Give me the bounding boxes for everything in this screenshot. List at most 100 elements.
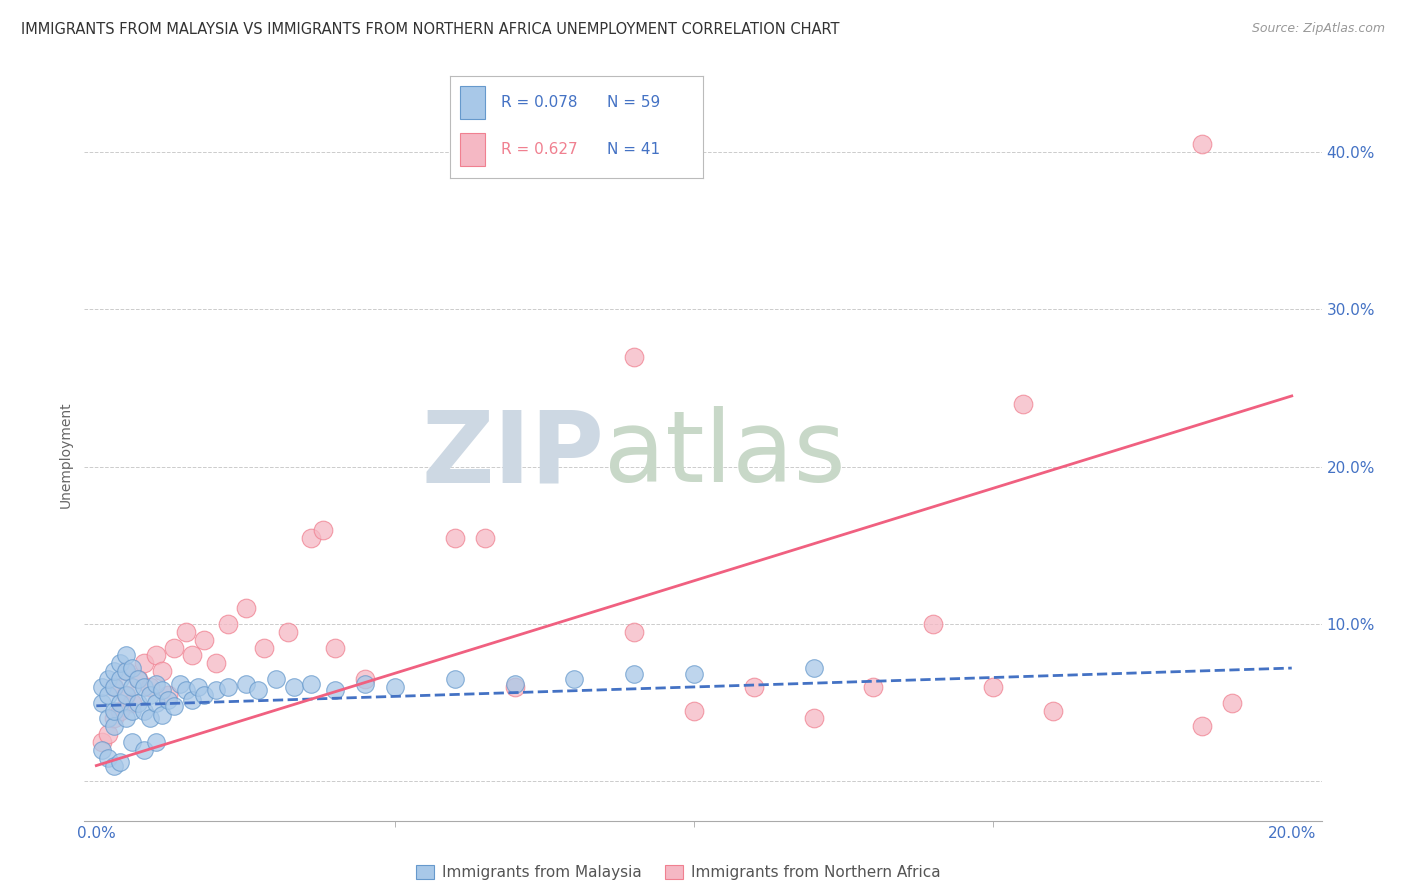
Point: [253, 640, 276, 655]
Point: [922, 617, 945, 632]
Point: [103, 719, 125, 733]
Point: [163, 698, 186, 713]
Point: [91, 696, 114, 710]
Point: [354, 672, 377, 686]
Point: [103, 758, 125, 772]
Point: [145, 677, 167, 691]
Point: [325, 683, 347, 698]
Point: [1191, 719, 1213, 733]
Text: atlas: atlas: [605, 407, 845, 503]
Point: [235, 601, 257, 615]
Point: [246, 683, 269, 698]
Point: [803, 661, 825, 675]
Point: [127, 696, 149, 710]
Point: [803, 711, 825, 725]
Point: [564, 672, 586, 686]
Point: [503, 680, 526, 694]
Point: [205, 683, 228, 698]
Point: [312, 523, 335, 537]
Point: [150, 683, 173, 698]
Point: [97, 727, 120, 741]
Text: R = 0.627: R = 0.627: [501, 142, 576, 157]
Point: [150, 664, 173, 678]
Point: [623, 667, 645, 681]
Point: [110, 696, 132, 710]
Point: [683, 704, 706, 718]
Point: [1042, 704, 1064, 718]
Point: [110, 704, 132, 718]
Point: [193, 632, 215, 647]
Point: [103, 680, 125, 694]
Point: [103, 680, 125, 694]
Text: N = 41: N = 41: [607, 142, 659, 157]
Point: [1191, 137, 1213, 152]
Point: [742, 680, 765, 694]
Point: [205, 657, 228, 671]
Point: [444, 672, 467, 686]
Point: [354, 677, 377, 691]
Point: [121, 704, 143, 718]
Point: [110, 756, 132, 770]
Point: [115, 688, 138, 702]
Point: [139, 711, 162, 725]
Point: [1011, 397, 1033, 411]
Point: [127, 672, 149, 686]
Point: [157, 692, 180, 706]
Point: [187, 680, 209, 694]
Point: [683, 667, 706, 681]
Point: [623, 350, 645, 364]
FancyBboxPatch shape: [460, 87, 485, 119]
Point: [181, 692, 204, 706]
Legend: Immigrants from Malaysia, Immigrants from Northern Africa: Immigrants from Malaysia, Immigrants fro…: [411, 859, 946, 886]
Point: [145, 648, 167, 663]
Point: [264, 672, 287, 686]
Point: [145, 735, 167, 749]
Point: [503, 677, 526, 691]
Point: [110, 672, 132, 686]
Point: [97, 711, 120, 725]
Point: [174, 624, 197, 639]
Point: [163, 640, 186, 655]
Point: [103, 704, 125, 718]
Point: [134, 704, 156, 718]
Point: [115, 688, 138, 702]
Point: [474, 531, 496, 545]
Point: [121, 680, 143, 694]
Point: [121, 735, 143, 749]
Text: R = 0.078: R = 0.078: [501, 95, 576, 110]
Point: [97, 672, 120, 686]
Point: [235, 677, 257, 691]
Point: [110, 657, 132, 671]
Text: IMMIGRANTS FROM MALAYSIA VS IMMIGRANTS FROM NORTHERN AFRICA UNEMPLOYMENT CORRELA: IMMIGRANTS FROM MALAYSIA VS IMMIGRANTS F…: [21, 22, 839, 37]
Point: [283, 680, 305, 694]
Point: [134, 680, 156, 694]
Point: [97, 750, 120, 764]
Point: [139, 680, 162, 694]
Point: [325, 640, 347, 655]
Point: [121, 661, 143, 675]
Point: [217, 617, 239, 632]
Point: [157, 688, 180, 702]
Point: [115, 664, 138, 678]
Point: [91, 735, 114, 749]
Point: [169, 677, 191, 691]
Point: [91, 680, 114, 694]
Point: [181, 648, 204, 663]
Point: [301, 677, 323, 691]
Point: [134, 743, 156, 757]
Point: [115, 648, 138, 663]
FancyBboxPatch shape: [460, 133, 485, 166]
Point: [103, 711, 125, 725]
Point: [115, 664, 138, 678]
Point: [127, 672, 149, 686]
Point: [277, 624, 299, 639]
Point: [103, 664, 125, 678]
Point: [145, 696, 167, 710]
Point: [862, 680, 884, 694]
Text: Source: ZipAtlas.com: Source: ZipAtlas.com: [1251, 22, 1385, 36]
Point: [150, 708, 173, 723]
Point: [91, 743, 114, 757]
Point: [139, 688, 162, 702]
Point: [193, 688, 215, 702]
Point: [134, 657, 156, 671]
